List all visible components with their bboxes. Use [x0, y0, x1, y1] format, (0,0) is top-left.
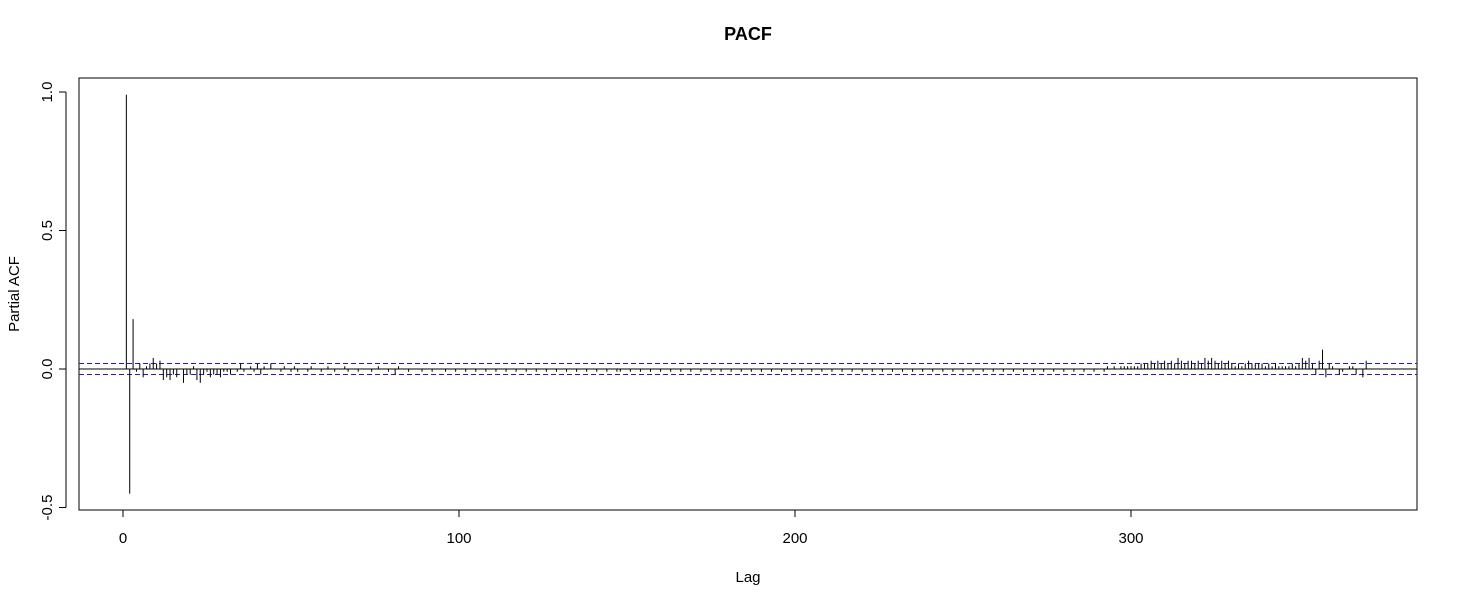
plot-frame: [78, 77, 1418, 511]
y-tick-label: -0.5: [39, 495, 56, 521]
x-tick-label: 200: [782, 530, 807, 547]
pacf-bars: [125, 94, 1367, 494]
x-tick-label: 0: [119, 530, 127, 547]
x-axis: 0 100 200 300: [119, 509, 1144, 547]
x-axis-title: Lag: [735, 569, 760, 586]
y-tick-label: 0.5: [39, 220, 56, 241]
x-tick-label: 300: [1118, 530, 1143, 547]
x-tick-label: 100: [446, 530, 471, 547]
y-tick-label: 0.0: [39, 359, 56, 380]
y-axis-title: Partial ACF: [6, 256, 23, 332]
y-tick-label: 1.0: [39, 82, 56, 103]
chart-title: PACF: [724, 24, 772, 44]
y-axis: -0.5 0.0 0.5 1.0: [39, 82, 67, 521]
